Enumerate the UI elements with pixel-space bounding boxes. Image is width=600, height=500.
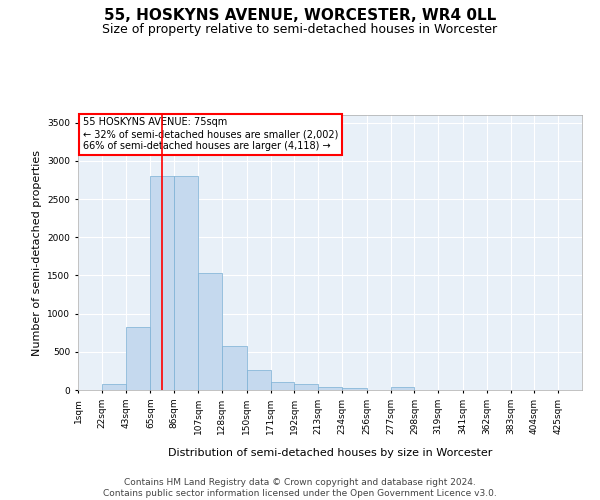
Bar — [318, 387, 342, 390]
Text: 55, HOSKYNS AVENUE, WORCESTER, WR4 0LL: 55, HOSKYNS AVENUE, WORCESTER, WR4 0LL — [104, 8, 496, 22]
Bar — [125, 326, 151, 390]
Text: Contains HM Land Registry data © Crown copyright and database right 2024.
Contai: Contains HM Land Registry data © Crown c… — [103, 478, 497, 498]
Bar — [342, 388, 367, 390]
Y-axis label: Number of semi-detached properties: Number of semi-detached properties — [32, 150, 42, 356]
Bar — [222, 346, 247, 390]
Bar — [151, 176, 174, 390]
Bar — [198, 273, 222, 390]
Bar — [247, 370, 271, 390]
Text: Distribution of semi-detached houses by size in Worcester: Distribution of semi-detached houses by … — [168, 448, 492, 458]
Bar — [174, 176, 198, 390]
Text: Size of property relative to semi-detached houses in Worcester: Size of property relative to semi-detach… — [103, 24, 497, 36]
Bar — [391, 387, 415, 390]
Bar — [102, 384, 125, 390]
Text: 55 HOSKYNS AVENUE: 75sqm
← 32% of semi-detached houses are smaller (2,002)
66% o: 55 HOSKYNS AVENUE: 75sqm ← 32% of semi-d… — [83, 118, 338, 150]
Bar — [271, 382, 295, 390]
Bar — [295, 384, 318, 390]
